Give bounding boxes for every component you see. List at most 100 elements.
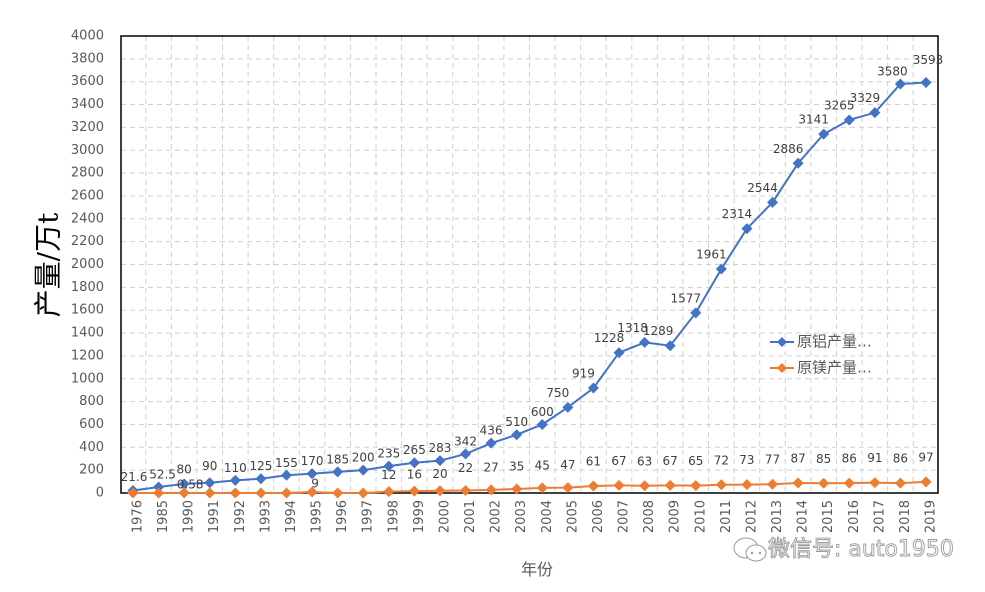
data-point-marker: [383, 486, 395, 498]
data-point-marker: [204, 477, 216, 489]
data-point-marker: [357, 487, 369, 499]
data-point-marker: [178, 487, 190, 499]
data-point-marker: [460, 484, 472, 496]
data-label: 125: [249, 459, 272, 473]
data-label: 1289: [643, 324, 674, 338]
data-point-marker: [153, 481, 165, 493]
x-tick-label: 1996: [335, 500, 350, 533]
data-label: 72: [714, 453, 729, 467]
data-label: 16: [407, 468, 422, 482]
legend-label: 原铝产量…: [797, 333, 872, 351]
data-label: 185: [326, 452, 349, 466]
data-label: 919: [572, 367, 595, 381]
data-label: 110: [224, 461, 247, 475]
data-label: 510: [505, 415, 528, 429]
data-label: 283: [429, 441, 452, 455]
gridlines: [121, 35, 938, 493]
data-point-marker: [434, 455, 446, 467]
data-point-marker: [587, 382, 599, 394]
x-tick-label: 2016: [847, 500, 862, 533]
data-point-marker: [741, 223, 753, 235]
series-line: [133, 480, 927, 494]
data-label: 3580: [877, 64, 908, 78]
data-point-marker: [843, 114, 855, 126]
y-tick-label: 400: [79, 440, 104, 455]
x-tick-label: 2019: [924, 500, 939, 533]
data-label: 61: [586, 455, 601, 469]
y-axis-ticks: 0 200 400 600 800 1000 1200 1400 1600 1800 2000 220…: [71, 29, 104, 501]
data-point-marker: [869, 107, 881, 119]
data-point-marker: [613, 347, 625, 359]
legend-item-magnesium: 原镁产量…: [770, 359, 872, 377]
y-tick-label: 1400: [71, 326, 104, 341]
data-point-marker: [843, 477, 855, 489]
data-point-marker: [869, 477, 881, 489]
data-label: 20: [432, 467, 447, 481]
data-point-marker: [818, 128, 830, 140]
x-tick-label: 1992: [233, 500, 248, 533]
data-point-marker: [229, 487, 241, 499]
y-tick-label: 1200: [71, 348, 104, 363]
data-point-marker: [715, 479, 727, 491]
data-point-marker: [920, 476, 932, 488]
data-label: 21.6: [121, 470, 148, 484]
legend-marker: [777, 337, 787, 347]
data-label: 22: [458, 461, 473, 475]
legend-label: 原镁产量…: [797, 359, 872, 377]
data-point-marker: [485, 484, 497, 496]
y-tick-label: 2200: [71, 234, 104, 249]
x-tick-label: 1997: [361, 500, 376, 533]
x-tick-label: 2000: [437, 500, 452, 533]
data-label: 2886: [773, 142, 804, 156]
data-point-marker: [229, 474, 241, 486]
x-tick-label: 2006: [591, 500, 606, 533]
x-tick-label: 2008: [642, 500, 657, 533]
data-label: 85: [816, 452, 831, 466]
data-label: 1961: [696, 247, 727, 261]
watermark: 微信号: auto1950: [733, 537, 954, 562]
y-tick-label: 2600: [71, 188, 104, 203]
plot-area-border: [120, 35, 939, 494]
data-point-marker: [894, 477, 906, 489]
data-label: 97: [918, 450, 933, 464]
data-label: 3329: [850, 91, 881, 105]
x-tick-label: 1993: [258, 500, 273, 533]
data-label: 63: [637, 454, 652, 468]
data-label: 77: [765, 453, 780, 467]
data-label: 3265: [824, 98, 855, 112]
data-point-marker: [204, 487, 216, 499]
data-point-marker: [127, 487, 139, 499]
data-point-marker: [639, 480, 651, 492]
y-tick-label: 800: [79, 394, 104, 409]
data-label: 52.5: [149, 468, 176, 482]
y-tick-label: 1800: [71, 280, 104, 295]
data-label: 67: [611, 454, 626, 468]
data-label: 47: [560, 458, 575, 472]
data-label: 87: [790, 452, 805, 466]
data-point-marker: [664, 340, 676, 352]
data-label: 86: [893, 452, 908, 466]
x-tick-label: 2002: [489, 500, 504, 533]
data-label: 1577: [671, 291, 702, 305]
data-point-marker: [536, 418, 548, 430]
y-tick-label: 3400: [71, 97, 104, 112]
data-point-marker: [767, 478, 779, 490]
data-point-marker: [690, 307, 702, 319]
data-point-marker: [562, 482, 574, 494]
x-tick-label: 2011: [719, 500, 734, 533]
x-tick-label: 2007: [617, 500, 632, 533]
y-tick-label: 1600: [71, 303, 104, 318]
y-tick-label: 2800: [71, 166, 104, 181]
data-point-marker: [920, 76, 932, 88]
data-point-marker: [178, 478, 190, 490]
data-point-marker: [357, 464, 369, 476]
y-tick-label: 3800: [71, 51, 104, 66]
data-label: 67: [663, 454, 678, 468]
data-label: 2544: [747, 181, 778, 195]
data-label: 86: [842, 452, 857, 466]
data-label: 12: [381, 468, 396, 482]
x-tick-label: 2001: [463, 500, 478, 533]
x-tick-label: 1998: [386, 500, 401, 533]
data-label: 436: [480, 424, 503, 438]
data-point-marker: [562, 401, 574, 413]
